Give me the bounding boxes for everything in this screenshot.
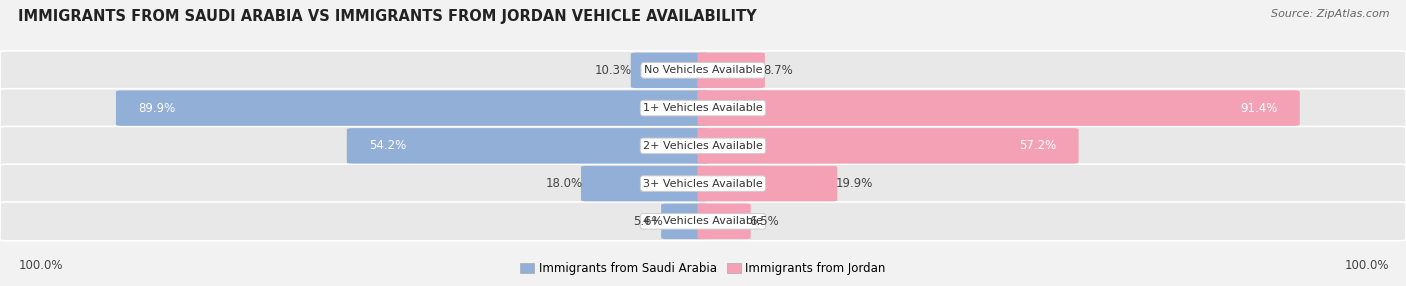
FancyBboxPatch shape (0, 126, 1406, 165)
Text: 10.3%: 10.3% (595, 64, 633, 77)
FancyBboxPatch shape (581, 166, 709, 201)
FancyBboxPatch shape (661, 204, 709, 239)
Text: 3+ Vehicles Available: 3+ Vehicles Available (643, 179, 763, 188)
Text: 100.0%: 100.0% (18, 259, 63, 273)
Text: 54.2%: 54.2% (370, 139, 406, 152)
FancyBboxPatch shape (697, 90, 1299, 126)
Text: 5.6%: 5.6% (633, 215, 662, 228)
Text: 100.0%: 100.0% (1344, 259, 1389, 273)
Text: 57.2%: 57.2% (1019, 139, 1056, 152)
Text: 89.9%: 89.9% (138, 102, 176, 115)
FancyBboxPatch shape (697, 204, 751, 239)
Legend: Immigrants from Saudi Arabia, Immigrants from Jordan: Immigrants from Saudi Arabia, Immigrants… (516, 258, 890, 280)
Text: 1+ Vehicles Available: 1+ Vehicles Available (643, 103, 763, 113)
Text: 18.0%: 18.0% (546, 177, 582, 190)
Text: 6.5%: 6.5% (749, 215, 779, 228)
FancyBboxPatch shape (0, 164, 1406, 203)
FancyBboxPatch shape (0, 202, 1406, 241)
Text: No Vehicles Available: No Vehicles Available (644, 65, 762, 75)
Text: 4+ Vehicles Available: 4+ Vehicles Available (643, 217, 763, 226)
Text: IMMIGRANTS FROM SAUDI ARABIA VS IMMIGRANTS FROM JORDAN VEHICLE AVAILABILITY: IMMIGRANTS FROM SAUDI ARABIA VS IMMIGRAN… (18, 9, 756, 23)
Text: 19.9%: 19.9% (837, 177, 873, 190)
FancyBboxPatch shape (631, 53, 709, 88)
FancyBboxPatch shape (0, 89, 1406, 128)
Text: 91.4%: 91.4% (1240, 102, 1277, 115)
FancyBboxPatch shape (115, 90, 709, 126)
FancyBboxPatch shape (0, 51, 1406, 90)
Text: Source: ZipAtlas.com: Source: ZipAtlas.com (1271, 9, 1389, 19)
FancyBboxPatch shape (697, 166, 838, 201)
FancyBboxPatch shape (697, 53, 765, 88)
Text: 8.7%: 8.7% (763, 64, 793, 77)
FancyBboxPatch shape (347, 128, 709, 164)
FancyBboxPatch shape (697, 128, 1078, 164)
Text: 2+ Vehicles Available: 2+ Vehicles Available (643, 141, 763, 151)
